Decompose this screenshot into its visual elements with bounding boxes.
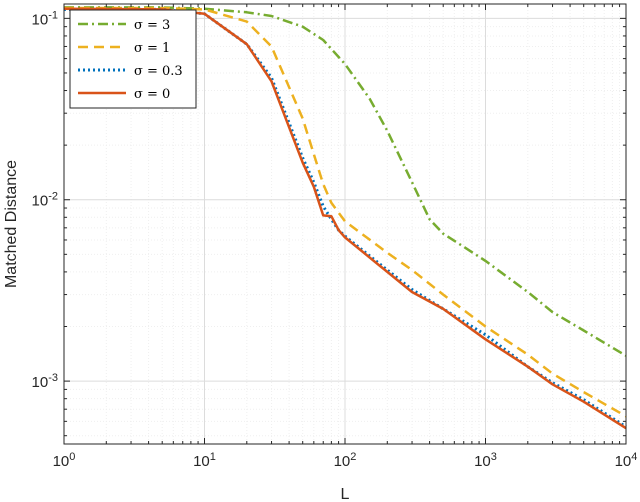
y-tick-label-base: 10: [32, 374, 49, 391]
x-axis-title: L: [341, 486, 350, 502]
axis-ticks: [63, 4, 627, 444]
x-tick-labels: 100 101 102 103 104: [53, 451, 638, 470]
x-tick-label-exponent: 0: [69, 451, 75, 463]
series-line-0: [64, 6, 627, 357]
legend-label-2: σ = 0.3: [134, 64, 183, 79]
y-tick-label: 10-1: [32, 9, 58, 28]
x-tick-label-base: 10: [615, 453, 632, 470]
y-tick-label-exponent: -1: [48, 9, 58, 21]
x-tick-label-exponent: 3: [491, 451, 497, 463]
x-tick-label-base: 10: [53, 453, 70, 470]
x-tick-label-base: 10: [334, 453, 351, 470]
x-tick-label-base: 10: [474, 453, 491, 470]
y-tick-label-exponent: -2: [48, 191, 58, 203]
legend-label-0: σ = 3: [134, 18, 170, 33]
y-tick-label: 10-3: [32, 372, 58, 391]
series-layer: [63, 6, 627, 430]
y-tick-label: 10-2: [32, 191, 58, 210]
legend-box: [69, 9, 197, 109]
legend-label-1: σ = 1: [134, 41, 170, 56]
legend-label-3: σ = 0: [134, 87, 170, 102]
x-tick-label: 101: [193, 451, 216, 470]
series-line-3: [63, 7, 627, 430]
y-axis-title: Matched Distance: [3, 160, 20, 288]
x-tick-label: 104: [615, 451, 638, 470]
y-tick-label-base: 10: [32, 193, 49, 210]
x-tick-label-exponent: 4: [631, 451, 637, 463]
x-tick-label-exponent: 1: [210, 451, 216, 463]
y-tick-label-exponent: -3: [48, 372, 58, 384]
y-tick-labels: 10-310-210-1: [32, 9, 58, 391]
x-tick-label: 103: [474, 451, 497, 470]
x-tick-label-exponent: 2: [350, 451, 356, 463]
legend: σ = 3 σ = 1 σ = 0.3 σ = 0: [69, 9, 197, 109]
series-line-1: [64, 6, 627, 418]
x-tick-label: 100: [53, 451, 76, 470]
x-tick-label: 102: [334, 451, 357, 470]
x-tick-label-base: 10: [193, 453, 210, 470]
y-tick-label-base: 10: [32, 11, 49, 28]
